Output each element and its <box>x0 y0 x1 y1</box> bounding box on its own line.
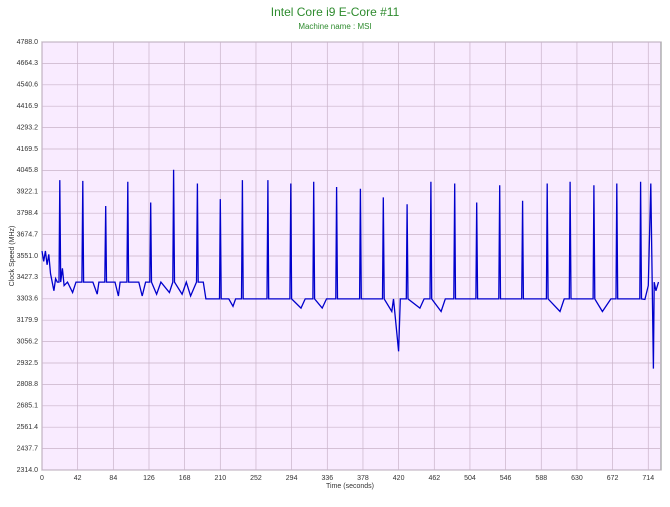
x-tick-label: 420 <box>393 475 405 482</box>
y-tick-label: 2808.8 <box>17 381 39 388</box>
x-tick-label: 462 <box>428 475 440 482</box>
y-axis-label: Clock Speed (MHz) <box>9 226 16 287</box>
x-tick-label: 672 <box>607 475 619 482</box>
y-tick-label: 2932.5 <box>17 360 39 367</box>
y-tick-label: 4540.6 <box>17 82 39 89</box>
chart-title: Intel Core i9 E-Core #11 <box>271 5 400 19</box>
x-tick-label: 126 <box>143 475 155 482</box>
x-tick-label: 378 <box>357 475 369 482</box>
x-tick-label: 336 <box>321 475 333 482</box>
x-tick-label: 714 <box>642 475 654 482</box>
y-tick-label: 3674.7 <box>17 231 39 238</box>
x-tick-label: 294 <box>286 475 298 482</box>
x-tick-label: 84 <box>109 475 117 482</box>
x-tick-label: 252 <box>250 475 262 482</box>
y-tick-label: 3551.0 <box>17 253 39 260</box>
y-tick-label: 2561.4 <box>17 424 39 431</box>
x-tick-label: 42 <box>74 475 82 482</box>
x-tick-label: 168 <box>179 475 191 482</box>
y-tick-label: 3303.6 <box>17 296 39 303</box>
y-tick-label: 2685.1 <box>17 403 39 410</box>
x-tick-label: 0 <box>40 475 44 482</box>
y-tick-label: 2437.7 <box>17 445 39 452</box>
x-axis-label: Time (seconds) <box>326 483 374 490</box>
y-tick-label: 3056.2 <box>17 338 39 345</box>
x-tick-label: 504 <box>464 475 476 482</box>
y-tick-label: 2314.0 <box>17 467 39 474</box>
y-tick-label: 3179.9 <box>17 317 39 324</box>
x-tick-label: 588 <box>535 475 547 482</box>
data-line <box>41 169 660 369</box>
y-tick-label: 3427.3 <box>17 274 39 281</box>
x-tick-label: 630 <box>571 475 583 482</box>
chart-subtitle: Machine name : MSI <box>298 22 371 31</box>
y-tick-label: 3798.4 <box>17 210 39 217</box>
y-tick-label: 4664.3 <box>17 60 39 67</box>
y-tick-label: 4169.5 <box>17 146 39 153</box>
x-tick-label: 210 <box>214 475 226 482</box>
y-tick-label: 4788.0 <box>17 39 39 46</box>
y-tick-label: 4416.9 <box>17 103 39 110</box>
y-tick-label: 4045.8 <box>17 167 39 174</box>
y-tick-label: 4293.2 <box>17 124 39 131</box>
y-tick-label: 3922.1 <box>17 189 39 196</box>
x-tick-label: 546 <box>500 475 512 482</box>
